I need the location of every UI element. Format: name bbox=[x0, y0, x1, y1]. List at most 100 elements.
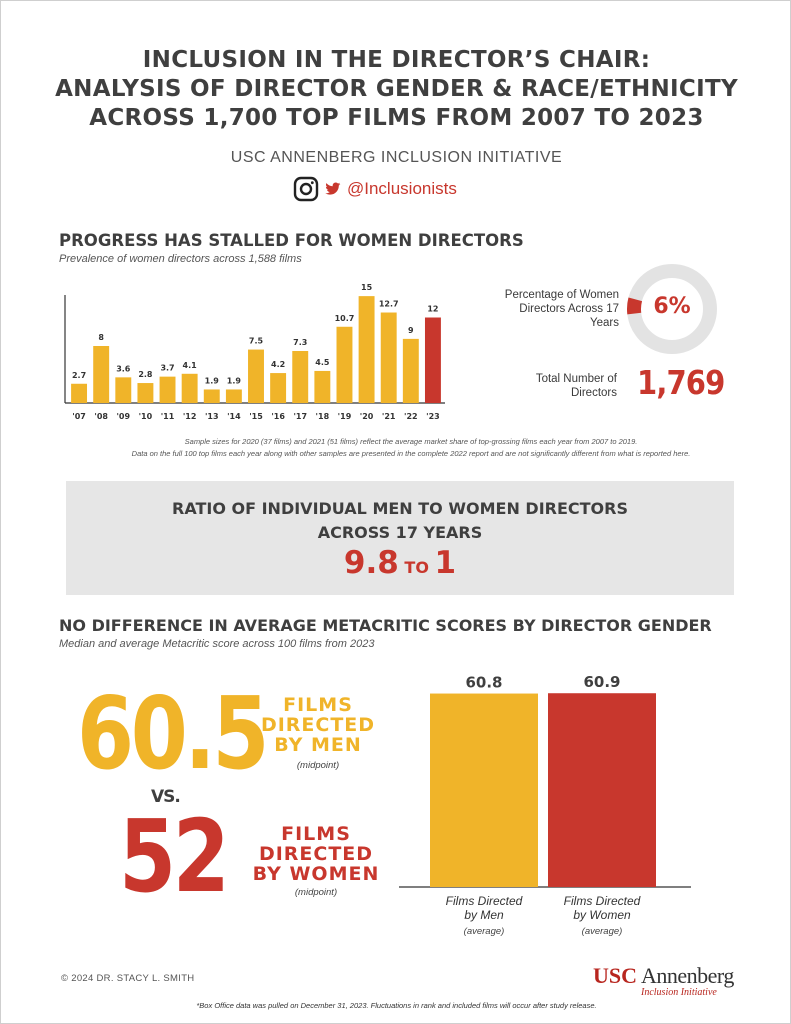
title-line-3: ACROSS 1,700 TOP FILMS FROM 2007 TO 2023 bbox=[89, 105, 704, 131]
x-tick-label: '19 bbox=[338, 412, 352, 421]
ratio-panel: RATIO OF INDIVIDUAL MEN TO WOMEN DIRECTO… bbox=[66, 481, 734, 595]
bar-value-label: 4.2 bbox=[271, 360, 285, 369]
x-tick-label: '08 bbox=[94, 412, 108, 421]
films-by-men-label: FILMS DIRECTED BY MEN bbox=[253, 695, 383, 755]
x-tick-label: '07 bbox=[72, 412, 86, 421]
sample-note-line-1: Sample sizes for 2020 (37 films) and 202… bbox=[184, 437, 638, 446]
score-bar-women bbox=[548, 693, 656, 887]
ratio-to-word: TO bbox=[404, 558, 429, 577]
section-subheading-women-directors: Prevalence of women directors across 1,5… bbox=[59, 253, 302, 265]
percentage-value: 6% bbox=[653, 294, 691, 319]
logo-annenberg-text: Annenberg bbox=[641, 963, 734, 988]
bar-value-label: 7.5 bbox=[249, 337, 264, 346]
bar-value-label: 12.7 bbox=[379, 300, 399, 309]
bar-17 bbox=[292, 350, 309, 403]
social-handle[interactable]: @Inclusionists bbox=[347, 179, 457, 198]
section-subheading-metacritic: Median and average Metacritic score acro… bbox=[59, 638, 375, 650]
percentage-label: Percentage of Women Directors Across 17 … bbox=[504, 289, 619, 329]
x-tick-label: '20 bbox=[360, 412, 374, 421]
bar-18 bbox=[314, 370, 331, 403]
ratio-title-line-1: RATIO OF INDIVIDUAL MEN TO WOMEN DIRECTO… bbox=[172, 499, 628, 518]
percentage-donut-chart bbox=[627, 264, 717, 354]
median-women-value: 52 bbox=[119, 798, 230, 915]
x-tick-label: '18 bbox=[316, 412, 330, 421]
bar-value-label: 2.7 bbox=[72, 371, 86, 380]
score-category-label: by Women bbox=[573, 908, 631, 922]
logo-sub-text: Inclusion Initiative bbox=[640, 987, 717, 997]
bar-16 bbox=[270, 373, 287, 403]
men-midpoint-note: (midpoint) bbox=[296, 760, 340, 771]
ratio-women-value: 1 bbox=[434, 545, 457, 581]
bar-value-label: 3.7 bbox=[160, 364, 174, 373]
page-title: INCLUSION IN THE DIRECTOR’S CHAIR: ANALY… bbox=[1, 46, 791, 133]
x-tick-label: '11 bbox=[161, 412, 175, 421]
films-by-men-line-3: BY MEN bbox=[274, 734, 362, 756]
bar-value-label: 1.9 bbox=[205, 376, 220, 385]
ratio-value: 9.8 TO 1 bbox=[66, 545, 734, 581]
score-category-label: by Men bbox=[464, 908, 504, 922]
logo-usc-text: USC bbox=[593, 963, 637, 988]
women-directors-bar-chart: 2.7 '07 8 '08 3.6 '09 2.8 '10 3.7 '11 4.1 '12 1.9 '13… bbox=[64, 283, 445, 421]
bar-value-label: 2.8 bbox=[138, 370, 153, 379]
x-tick-label: '14 bbox=[227, 412, 241, 421]
score-category-label: Films Directed bbox=[564, 894, 641, 908]
bar-value-label: 4.1 bbox=[183, 361, 198, 370]
x-tick-label: '09 bbox=[116, 412, 130, 421]
bar-value-label: 3.6 bbox=[116, 364, 131, 373]
x-tick-label: '12 bbox=[183, 412, 197, 421]
bar-15 bbox=[248, 349, 264, 403]
films-by-men-line-1: FILMS bbox=[283, 694, 353, 716]
score-sub-label: (average) bbox=[464, 926, 505, 937]
score-value-label: 60.9 bbox=[583, 673, 620, 691]
bar-09 bbox=[115, 377, 132, 403]
bar-10 bbox=[137, 383, 154, 403]
total-directors-label: Total Number of Directors bbox=[535, 373, 617, 399]
bar-value-label: 15 bbox=[361, 283, 373, 292]
bar-14 bbox=[225, 389, 242, 403]
ratio-title-line-2: ACROSS 17 YEARS bbox=[317, 523, 483, 542]
ratio-title: RATIO OF INDIVIDUAL MEN TO WOMEN DIRECTO… bbox=[66, 497, 734, 545]
ratio-men-value: 9.8 bbox=[343, 545, 399, 581]
instagram-icon[interactable] bbox=[293, 176, 319, 202]
donut-slice-women bbox=[627, 297, 643, 315]
films-by-women-line-2: DIRECTED bbox=[258, 843, 374, 865]
bar-19 bbox=[336, 326, 353, 403]
x-tick-label: '17 bbox=[293, 412, 307, 421]
copyright-text: © 2024 DR. STACY L. SMITH bbox=[61, 973, 195, 984]
bar-value-label: 10.7 bbox=[335, 314, 355, 323]
bar-value-label: 9 bbox=[408, 326, 414, 335]
bar-value-label: 1.9 bbox=[227, 376, 242, 385]
title-line-2: ANALYSIS OF DIRECTOR GENDER & RACE/ETHNI… bbox=[55, 76, 738, 102]
bar-value-label: 4.5 bbox=[315, 358, 330, 367]
usc-annenberg-logo: USC Annenberg Inclusion Initiative bbox=[593, 963, 735, 997]
organization-name: USC ANNENBERG INCLUSION INITIATIVE bbox=[230, 149, 563, 166]
films-by-women-label: FILMS DIRECTED BY WOMEN bbox=[251, 824, 381, 884]
score-bar-men bbox=[430, 693, 538, 887]
bar-value-label: 7.3 bbox=[293, 338, 307, 347]
social-links: @Inclusionists bbox=[293, 175, 457, 203]
women-midpoint-note: (midpoint) bbox=[294, 887, 338, 898]
bar-11 bbox=[159, 376, 176, 403]
median-men-value: 60.5 bbox=[77, 675, 269, 792]
x-tick-label: '23 bbox=[426, 412, 440, 421]
section-heading-metacritic: NO DIFFERENCE IN AVERAGE METACRITIC SCOR… bbox=[59, 616, 712, 635]
bar-value-label: 8 bbox=[98, 333, 104, 342]
title-line-1: INCLUSION IN THE DIRECTOR’S CHAIR: bbox=[142, 47, 651, 73]
x-tick-label: '10 bbox=[139, 412, 153, 421]
bar-23 bbox=[424, 317, 441, 403]
score-sub-label: (average) bbox=[582, 926, 623, 937]
bar-value-label: 12 bbox=[427, 305, 438, 314]
score-value-label: 60.8 bbox=[465, 674, 502, 692]
x-tick-label: '16 bbox=[271, 412, 285, 421]
films-by-men-line-2: DIRECTED bbox=[260, 714, 376, 736]
twitter-icon[interactable] bbox=[325, 182, 341, 196]
bar-22 bbox=[402, 338, 419, 403]
section-heading-women-directors: PROGRESS HAS STALLED FOR WOMEN DIRECTORS bbox=[59, 231, 524, 250]
score-category-label: Films Directed bbox=[446, 894, 523, 908]
x-tick-label: '22 bbox=[404, 412, 418, 421]
films-by-women-line-1: FILMS bbox=[281, 823, 351, 845]
bar-21 bbox=[380, 312, 397, 403]
x-tick-label: '15 bbox=[249, 412, 263, 421]
bar-20 bbox=[358, 296, 375, 403]
